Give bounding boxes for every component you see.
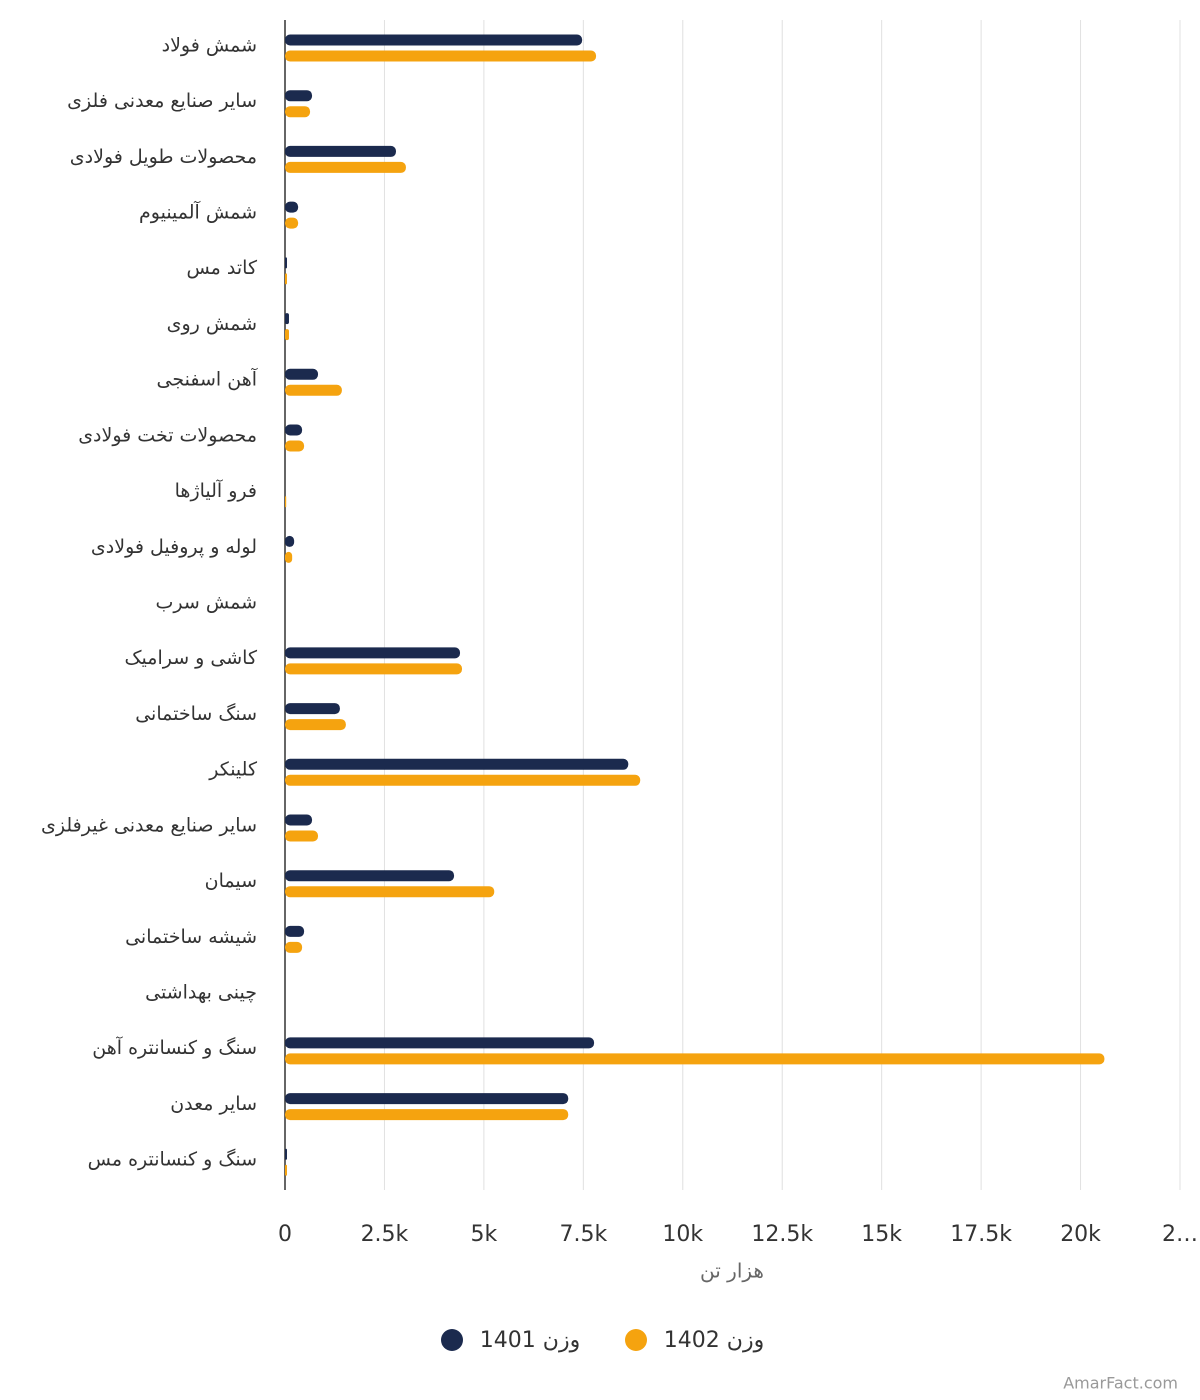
bar	[285, 830, 319, 842]
bar	[285, 647, 461, 659]
bar	[285, 925, 305, 937]
bar	[285, 886, 495, 898]
bar	[285, 50, 597, 62]
watermark: AmarFact.com	[1063, 1374, 1178, 1393]
bar	[285, 1053, 1105, 1065]
x-tick-label: 20k	[1060, 1222, 1101, 1247]
bar	[285, 535, 295, 547]
y-tick-label: شمش فولاد	[162, 34, 257, 56]
y-tick-label: ساير صنايع معدنی غيرفلزی	[41, 814, 257, 836]
bar	[285, 201, 299, 213]
bar	[285, 758, 629, 770]
bar	[285, 329, 289, 341]
bar	[285, 941, 303, 953]
bar	[285, 551, 293, 563]
y-tick-label: كلينكر	[208, 759, 258, 781]
legend-label: وزن 1402	[664, 1328, 764, 1353]
y-tick-label: سيمان	[205, 870, 257, 892]
y-tick-label: آهن اسفنجی	[157, 367, 258, 391]
y-tick-label: شمش سرب	[156, 592, 257, 614]
legend-marker	[625, 1329, 647, 1351]
bar	[285, 217, 299, 229]
y-tick-label: سنگ و كنسانتره آهن	[92, 1035, 257, 1059]
x-tick-label: 2…	[1162, 1222, 1198, 1247]
y-tick-label: محصولات تخت فولادی	[78, 424, 257, 446]
bar	[285, 1037, 595, 1049]
y-tick-label: چينی بهداشتی	[145, 982, 257, 1004]
y-tick-label: لوله و پروفيل فولادی	[91, 536, 257, 558]
legend-label: وزن 1401	[480, 1328, 580, 1353]
bar	[285, 384, 342, 396]
y-tick-label: سنگ و كنسانتره مس	[88, 1149, 257, 1171]
x-tick-label: 12.5k	[751, 1222, 813, 1247]
y-tick-label: كاشی و سراميک	[125, 647, 258, 669]
bar	[285, 145, 396, 157]
legend-marker	[441, 1329, 463, 1351]
bar	[285, 814, 313, 826]
y-tick-label: محصولات طويل فولادی	[70, 146, 257, 168]
x-tick-label: 7.5k	[559, 1222, 607, 1247]
bar	[285, 663, 463, 675]
bar	[285, 273, 287, 285]
bar	[285, 90, 313, 102]
bar	[285, 440, 305, 452]
x-tick-label: 10k	[662, 1222, 703, 1247]
bar	[285, 870, 455, 882]
y-tick-label: كاتد مس	[186, 257, 257, 279]
y-tick-label: شمش آلمينيوم	[139, 200, 257, 224]
y-tick-label: ساير معدن	[170, 1093, 257, 1115]
y-tick-label: فرو آلياژها	[175, 478, 257, 502]
y-tick-label: ساير صنايع معدنی فلزی	[67, 90, 257, 112]
y-tick-label: سنگ ساختمانی	[135, 703, 257, 725]
bar	[285, 1164, 287, 1176]
x-tick-label: 15k	[861, 1222, 902, 1247]
bar	[285, 774, 641, 786]
bar	[285, 106, 311, 118]
x-tick-label: 5k	[471, 1222, 498, 1247]
x-tick-label: 0	[278, 1222, 292, 1247]
y-tick-label: شيشه ساختمانی	[125, 926, 257, 948]
bar	[285, 368, 319, 380]
bar	[285, 1093, 569, 1105]
bar	[285, 1109, 569, 1121]
x-axis-title: هزار تن	[700, 1259, 764, 1283]
bar	[285, 703, 340, 715]
bar	[285, 719, 346, 731]
bar	[285, 1148, 287, 1160]
bar	[285, 34, 583, 46]
bar	[285, 257, 287, 269]
bar	[285, 424, 303, 436]
x-tick-label: 2.5k	[361, 1222, 409, 1247]
bar	[285, 496, 287, 508]
bar	[285, 161, 406, 173]
y-tick-label: شمش روی	[167, 313, 257, 335]
bar	[285, 313, 289, 325]
x-tick-label: 17.5k	[950, 1222, 1012, 1247]
